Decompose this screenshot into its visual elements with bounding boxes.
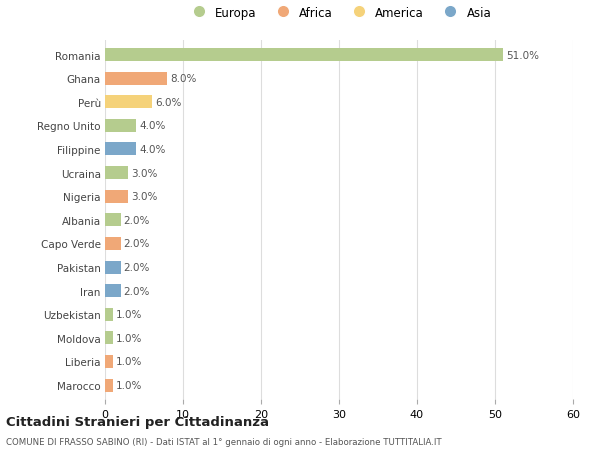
Text: 8.0%: 8.0%: [170, 74, 197, 84]
Text: 2.0%: 2.0%: [124, 239, 150, 249]
Bar: [105, 190, 128, 203]
Text: 4.0%: 4.0%: [139, 121, 166, 131]
Text: 2.0%: 2.0%: [124, 215, 150, 225]
Bar: [105, 73, 167, 85]
Bar: [105, 308, 113, 321]
Text: 1.0%: 1.0%: [116, 333, 142, 343]
Bar: [105, 331, 113, 345]
Legend: Europa, Africa, America, Asia: Europa, Africa, America, Asia: [184, 4, 494, 22]
Text: 1.0%: 1.0%: [116, 309, 142, 319]
Text: 2.0%: 2.0%: [124, 286, 150, 296]
Bar: [105, 120, 136, 133]
Bar: [105, 285, 121, 297]
Text: 1.0%: 1.0%: [116, 380, 142, 390]
Text: COMUNE DI FRASSO SABINO (RI) - Dati ISTAT al 1° gennaio di ogni anno - Elaborazi: COMUNE DI FRASSO SABINO (RI) - Dati ISTA…: [6, 437, 442, 446]
Text: 4.0%: 4.0%: [139, 145, 166, 155]
Bar: [105, 355, 113, 368]
Bar: [105, 237, 121, 250]
Bar: [105, 143, 136, 156]
Bar: [105, 49, 503, 62]
Bar: [105, 167, 128, 179]
Text: 6.0%: 6.0%: [155, 98, 181, 107]
Text: 51.0%: 51.0%: [506, 50, 539, 61]
Bar: [105, 214, 121, 227]
Text: 1.0%: 1.0%: [116, 357, 142, 367]
Bar: [105, 379, 113, 392]
Bar: [105, 261, 121, 274]
Bar: [105, 96, 152, 109]
Text: Cittadini Stranieri per Cittadinanza: Cittadini Stranieri per Cittadinanza: [6, 415, 269, 428]
Text: 3.0%: 3.0%: [131, 192, 158, 202]
Text: 3.0%: 3.0%: [131, 168, 158, 178]
Text: 2.0%: 2.0%: [124, 263, 150, 273]
